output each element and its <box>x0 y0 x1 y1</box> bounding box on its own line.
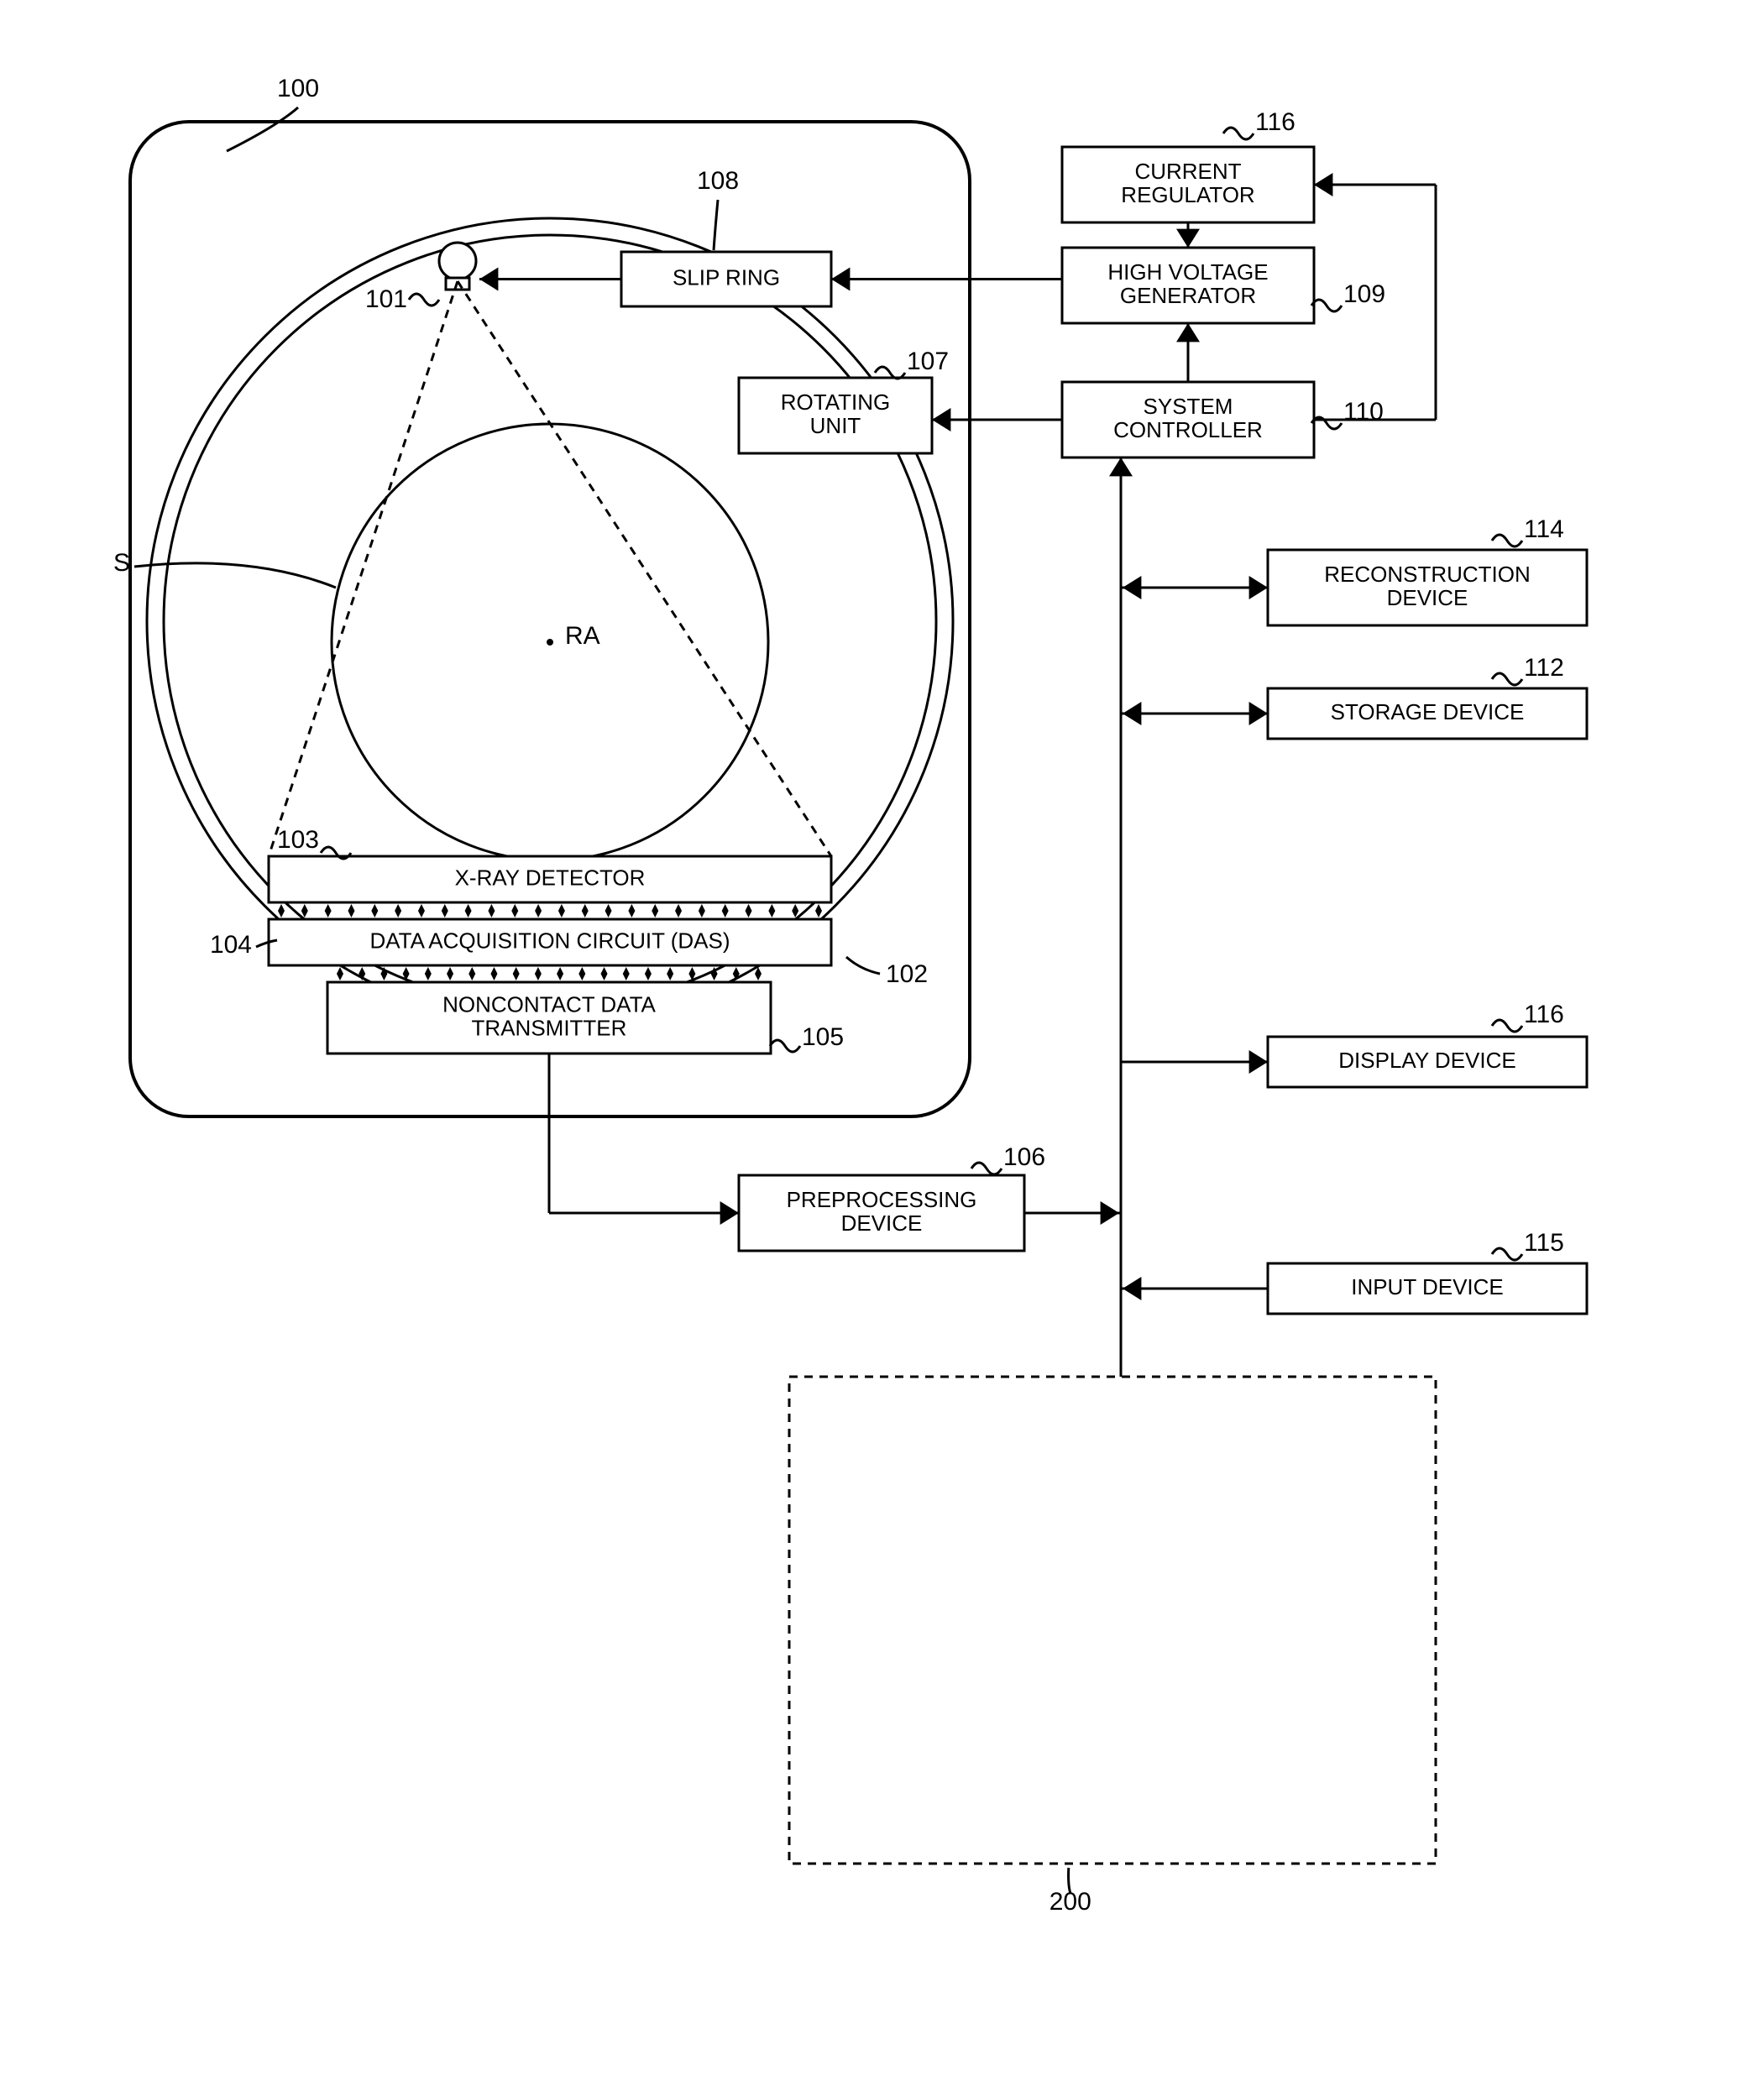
ref-101: 101 <box>365 285 407 313</box>
squig-101 <box>409 294 439 306</box>
sq-116a <box>1223 128 1254 139</box>
hv-generator-label-0: HIGH VOLTAGE <box>1107 259 1268 285</box>
arrowhead <box>1176 229 1200 248</box>
input-device-label-0: INPUT DEVICE <box>1351 1274 1504 1299</box>
arrowhead <box>1176 323 1200 342</box>
ref-104: 104 <box>210 931 252 959</box>
arrowhead <box>1123 702 1141 725</box>
arrowhead <box>1249 576 1268 599</box>
sq-105 <box>770 1040 800 1052</box>
ref-116a: 116 <box>1255 108 1296 136</box>
ref-108: 108 <box>697 167 739 195</box>
slip-ring-label-0: SLIP RING <box>673 264 780 290</box>
arrowhead <box>831 268 850 291</box>
system-controller-label-1: CONTROLLER <box>1113 417 1263 442</box>
arrowhead <box>1109 458 1133 476</box>
ref-100: 100 <box>277 75 319 102</box>
current-regulator-label-1: REGULATOR <box>1121 182 1254 207</box>
arrowhead <box>720 1201 739 1225</box>
preprocessing-device-label-1: DEVICE <box>841 1210 923 1236</box>
rotating-unit-label-0: ROTATING <box>781 390 890 415</box>
arrowhead <box>1101 1201 1119 1225</box>
ref-109: 109 <box>1343 280 1385 308</box>
beam-right <box>458 281 831 856</box>
rotation-axis-dot <box>547 639 553 646</box>
beam-left <box>269 281 458 856</box>
ref-112: 112 <box>1524 654 1564 682</box>
xray-detector-label-0: X-RAY DETECTOR <box>455 865 646 890</box>
ref-S: S <box>113 549 130 577</box>
sq-114 <box>1492 535 1522 546</box>
hv-generator-label-1: GENERATOR <box>1120 283 1256 308</box>
reconstruction-device-label-1: DEVICE <box>1387 585 1468 610</box>
sq-106 <box>971 1163 1002 1174</box>
system-controller-label-0: SYSTEM <box>1144 394 1233 419</box>
ref-107: 107 <box>907 348 949 375</box>
dashed-subsystem <box>789 1377 1436 1864</box>
arrowhead <box>1123 576 1141 599</box>
ref-102: 102 <box>886 960 928 988</box>
rotating-unit-label-1: UNIT <box>810 413 861 438</box>
arrowhead <box>1123 1277 1141 1300</box>
arrowhead <box>1249 1050 1268 1074</box>
arrowhead <box>479 268 498 291</box>
ref-110: 110 <box>1343 398 1384 426</box>
ref-114: 114 <box>1524 515 1564 543</box>
sq-112 <box>1492 673 1522 685</box>
display-device-label-0: DISPLAY DEVICE <box>1338 1048 1515 1073</box>
arrowhead <box>1249 702 1268 725</box>
arrowhead <box>1314 173 1332 196</box>
current-regulator-label-0: CURRENT <box>1134 159 1241 184</box>
noncontact-transmitter-label-1: TRANSMITTER <box>472 1015 627 1040</box>
reconstruction-device-label-0: RECONSTRUCTION <box>1324 562 1531 587</box>
ref-116b: 116 <box>1524 1001 1564 1028</box>
gantry-housing <box>130 122 970 1116</box>
sq-115 <box>1492 1248 1522 1260</box>
arrowhead <box>932 408 950 431</box>
ref-115: 115 <box>1524 1229 1564 1257</box>
ref-105: 105 <box>802 1023 844 1051</box>
noncontact-transmitter-label-0: NONCONTACT DATA <box>442 991 656 1017</box>
ref-103: 103 <box>277 826 319 854</box>
sq-116b <box>1492 1020 1522 1032</box>
preprocessing-device-label-0: PREPROCESSING <box>787 1187 977 1212</box>
xray-source <box>439 243 476 280</box>
ref-106: 106 <box>1003 1143 1045 1171</box>
ref-RA: RA <box>565 622 600 650</box>
das-label-0: DATA ACQUISITION CIRCUIT (DAS) <box>369 928 730 953</box>
sq-109 <box>1311 300 1342 311</box>
storage-device-label-0: STORAGE DEVICE <box>1331 699 1525 724</box>
